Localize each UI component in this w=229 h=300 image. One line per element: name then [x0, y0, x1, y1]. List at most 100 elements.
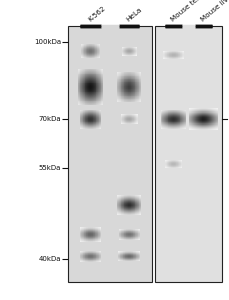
Bar — [121, 78, 122, 79]
Bar — [98, 50, 99, 51]
Bar — [128, 212, 129, 213]
Bar — [138, 83, 139, 84]
Bar — [128, 206, 129, 207]
Bar — [91, 55, 92, 56]
Bar — [206, 118, 207, 119]
Bar — [195, 123, 196, 124]
Bar — [182, 112, 183, 113]
Bar — [117, 89, 118, 90]
Bar — [89, 237, 90, 238]
Bar — [136, 88, 137, 89]
Bar — [125, 96, 126, 97]
Bar — [164, 120, 165, 121]
Bar — [122, 86, 123, 87]
Bar — [97, 71, 98, 72]
Bar — [79, 104, 80, 105]
Bar — [204, 119, 205, 120]
Bar — [127, 99, 128, 100]
Bar — [93, 240, 94, 241]
Bar — [124, 197, 125, 198]
Bar — [90, 75, 91, 76]
Bar — [165, 124, 166, 125]
Bar — [78, 103, 79, 104]
Bar — [88, 235, 89, 236]
Bar — [139, 98, 140, 99]
Bar — [85, 49, 86, 50]
Bar — [119, 100, 120, 101]
Bar — [197, 110, 198, 111]
Bar — [137, 213, 138, 214]
Bar — [136, 97, 137, 98]
Bar — [81, 113, 82, 114]
Bar — [81, 82, 82, 83]
Bar — [87, 238, 88, 239]
Bar — [125, 94, 126, 95]
Bar — [99, 91, 100, 92]
Bar — [171, 123, 172, 124]
Bar — [133, 90, 134, 91]
Bar — [96, 47, 97, 48]
Bar — [129, 101, 130, 102]
Bar — [130, 195, 131, 196]
Bar — [130, 99, 131, 100]
Bar — [123, 204, 124, 205]
Bar — [123, 84, 124, 85]
Bar — [86, 113, 87, 114]
Bar — [94, 122, 95, 123]
Bar — [96, 112, 97, 113]
Bar — [194, 111, 195, 112]
Bar — [86, 115, 87, 116]
Bar — [139, 205, 140, 206]
Bar — [93, 111, 94, 112]
Bar — [98, 228, 99, 229]
Bar — [85, 46, 86, 47]
Bar — [99, 127, 100, 128]
Bar — [200, 120, 201, 121]
Bar — [127, 91, 128, 92]
Bar — [170, 128, 171, 129]
Bar — [212, 108, 213, 109]
Bar — [98, 116, 99, 117]
Bar — [99, 115, 100, 116]
Bar — [130, 102, 131, 103]
Bar — [125, 99, 126, 100]
Bar — [171, 124, 172, 125]
Bar — [138, 76, 139, 77]
Bar — [89, 230, 90, 231]
Bar — [87, 93, 88, 94]
Bar — [195, 115, 196, 116]
Bar — [80, 87, 81, 88]
Bar — [85, 74, 86, 75]
Bar — [99, 123, 100, 124]
Bar — [195, 127, 196, 128]
Bar — [86, 84, 87, 85]
Bar — [96, 228, 97, 229]
Bar — [96, 53, 97, 54]
Bar — [87, 51, 88, 52]
Bar — [83, 57, 84, 58]
Bar — [92, 100, 93, 101]
Bar — [100, 234, 101, 235]
Bar — [185, 127, 186, 128]
Bar — [97, 56, 98, 57]
Bar — [102, 98, 103, 99]
Bar — [207, 124, 208, 125]
Bar — [90, 93, 91, 94]
Bar — [82, 119, 83, 120]
Bar — [117, 72, 118, 73]
Bar — [89, 232, 90, 233]
Bar — [163, 118, 164, 119]
Bar — [165, 123, 166, 124]
Bar — [102, 88, 103, 89]
Bar — [84, 57, 85, 58]
Bar — [81, 236, 82, 237]
Bar — [162, 126, 163, 127]
Bar — [121, 100, 122, 101]
Bar — [125, 200, 126, 201]
Bar — [177, 112, 178, 113]
Bar — [199, 129, 200, 130]
Bar — [177, 122, 178, 123]
Bar — [177, 113, 178, 114]
Bar — [123, 211, 124, 212]
Bar — [88, 239, 89, 240]
